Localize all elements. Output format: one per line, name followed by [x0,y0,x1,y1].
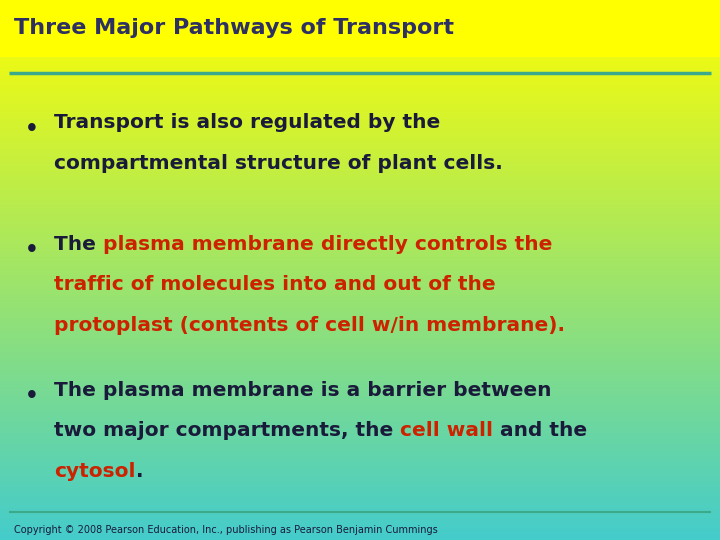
Text: directly controls the: directly controls the [314,235,552,254]
Bar [0,0,720,57]
Text: protoplast (contents of cell w/in membrane).: protoplast (contents of cell w/in membra… [54,316,565,335]
Text: .: . [135,462,143,481]
Text: plasma membrane: plasma membrane [103,235,314,254]
Text: cytosol: cytosol [54,462,135,481]
Text: two major compartments, the: two major compartments, the [54,421,400,440]
Text: •: • [25,386,39,406]
Text: •: • [25,119,39,139]
Text: •: • [25,240,39,260]
Text: The: The [54,235,103,254]
Text: Three Major Pathways of Transport: Three Major Pathways of Transport [14,18,454,38]
Text: Copyright © 2008 Pearson Education, Inc., publishing as Pearson Benjamin Cumming: Copyright © 2008 Pearson Education, Inc.… [14,525,438,535]
Text: traffic of molecules into and out of the: traffic of molecules into and out of the [54,275,495,294]
Text: Transport is also regulated by the: Transport is also regulated by the [54,113,440,132]
Text: and the: and the [493,421,588,440]
Text: The plasma membrane is a barrier between: The plasma membrane is a barrier between [54,381,552,400]
Text: compartmental structure of plant cells.: compartmental structure of plant cells. [54,154,503,173]
Text: cell wall: cell wall [400,421,493,440]
